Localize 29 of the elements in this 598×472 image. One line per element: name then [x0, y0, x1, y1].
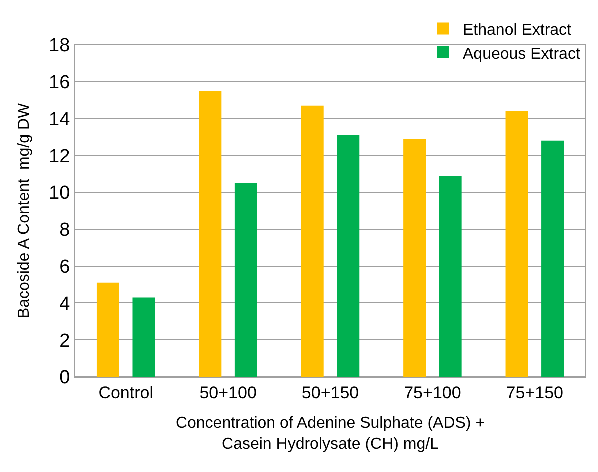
bar	[542, 140, 564, 377]
y-tick-label: 18	[49, 36, 70, 57]
legend-label: Aqueous Extract	[463, 46, 581, 63]
y-tick-label: 12	[49, 146, 70, 168]
x-tick-label: 75+150	[506, 383, 564, 402]
x-tick-label: 75+100	[404, 383, 462, 402]
y-tick-label: 10	[49, 183, 70, 204]
x-tick-label: 50+150	[302, 383, 360, 402]
y-tick-label: 6	[60, 256, 70, 278]
legend-label: Ethanol Extract	[463, 22, 572, 39]
bar	[337, 135, 360, 377]
bar	[199, 91, 222, 377]
y-tick-label: 0	[60, 368, 70, 389]
y-tick-label: 16	[49, 72, 70, 94]
x-tick-label: 50+100	[200, 383, 257, 402]
bar	[506, 111, 528, 377]
bar	[96, 282, 120, 377]
x-tick-label: Control	[98, 383, 154, 402]
y-tick-label: 4	[60, 294, 71, 315]
bar	[404, 139, 426, 377]
x-axis-title: Concentration of Adenine Sulphate (ADS) + Casein Hydrolysate (CH) mg/L	[176, 415, 486, 453]
bar	[132, 298, 156, 377]
y-axis-title: Bacoside A Content mg/g DW	[16, 102, 33, 319]
y-tick-label: 2	[60, 330, 70, 352]
bar	[234, 183, 258, 377]
bar	[301, 106, 324, 377]
y-tick-label: 14	[49, 109, 71, 130]
y-tick-label: 8	[60, 220, 70, 242]
bar	[439, 176, 462, 377]
